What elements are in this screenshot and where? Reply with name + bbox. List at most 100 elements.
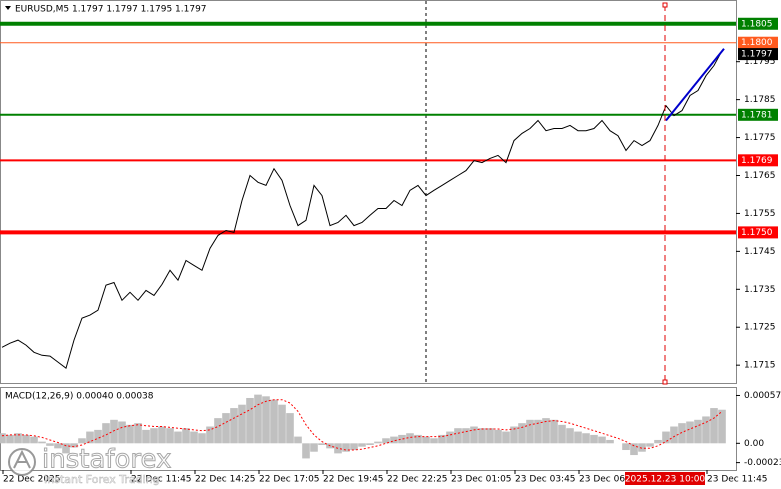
trend-line <box>665 48 725 122</box>
macd-bar <box>110 419 118 444</box>
y-tick-label: 1.1785 <box>744 95 776 105</box>
macd-bar <box>30 436 38 444</box>
macd-bar <box>582 433 590 444</box>
macd-bar <box>126 424 134 444</box>
macd-bar <box>118 421 126 444</box>
signal-line <box>1 399 723 451</box>
last-price-box <box>738 48 778 61</box>
macd-bar <box>502 431 510 444</box>
macd-bar <box>398 434 406 444</box>
chart-title: EURUSD,M5 1.1797 1.1797 1.1795 1.1797 <box>15 5 207 15</box>
macd-bar <box>630 443 638 456</box>
macd-bar <box>374 441 382 444</box>
macd-bar <box>350 443 358 451</box>
macd-bar <box>230 408 238 444</box>
macd-bar <box>158 426 166 444</box>
macd-bar <box>654 439 662 444</box>
level-label-box <box>738 17 778 30</box>
level-label-box <box>738 226 778 239</box>
macd-bar <box>150 428 158 444</box>
macd-bar <box>270 399 278 444</box>
x-tick-label: 23 Dec 03:45 <box>515 475 576 485</box>
macd-bar <box>78 438 86 444</box>
cursor-handle <box>662 2 668 8</box>
macd-bar <box>430 438 438 444</box>
y-tick-label: 1.1725 <box>744 323 776 333</box>
brand: instaforex <box>42 445 171 475</box>
macd-bar <box>166 428 174 444</box>
macd-bar <box>294 436 302 444</box>
macd-bar <box>694 419 702 444</box>
macd-bar <box>542 418 550 444</box>
y-tick-label: 1.1795 <box>744 57 776 67</box>
macd-bar <box>710 408 718 444</box>
x-tick-label: 22 Dec 17:05 <box>259 475 320 485</box>
macd-bar <box>638 443 646 452</box>
macd-bar <box>678 423 686 444</box>
macd-bar <box>318 443 326 445</box>
level-label: 1.1769 <box>741 156 773 166</box>
level-label: 1.1805 <box>741 19 773 29</box>
macd-bar <box>718 409 726 444</box>
macd-bar <box>646 443 654 447</box>
macd-bar <box>606 439 614 444</box>
x-tick-label: 23 Dec 11:45 <box>707 475 768 485</box>
macd-bar <box>662 431 670 444</box>
macd-bar <box>342 443 350 452</box>
macd-bar <box>286 413 294 444</box>
macd-bar <box>390 436 398 444</box>
macd-bar <box>14 433 22 444</box>
macd-bar <box>174 431 182 444</box>
macd-bar <box>566 428 574 444</box>
macd-bar <box>238 404 246 444</box>
macd-bar <box>486 428 494 444</box>
macd-bar <box>134 423 142 444</box>
macd-bar <box>462 428 470 444</box>
level-label: 1.1800 <box>741 38 773 48</box>
macd-bar <box>526 419 534 444</box>
level-label: 1.1750 <box>741 228 773 238</box>
macd-bar <box>414 434 422 444</box>
cursor-label: 2025.12.23 10:00 <box>625 475 706 485</box>
y-tick-label: 0.00 <box>744 439 764 449</box>
macd-bar <box>550 419 558 444</box>
macd-bar <box>310 443 318 452</box>
last-price-label: 1.1797 <box>741 50 773 60</box>
macd-bar <box>86 431 94 444</box>
macd-bar <box>62 443 70 454</box>
level-label-box <box>738 108 778 121</box>
price-line <box>1 50 723 370</box>
macd-bar <box>38 441 46 444</box>
macd-bar <box>382 438 390 444</box>
y-tick-label: -0.00023 <box>744 458 781 468</box>
macd-bar <box>70 443 78 448</box>
macd-title: MACD(12,26,9) 0.00040 0.00038 <box>5 392 154 402</box>
macd-bar <box>246 397 254 444</box>
y-tick-label: 1.1765 <box>744 171 776 181</box>
macd-bar <box>478 428 486 444</box>
macd-bar <box>518 423 526 444</box>
x-tick-label: 22 Dec 19:45 <box>323 475 384 485</box>
macd-bar <box>94 429 102 444</box>
logo-mark <box>13 449 31 469</box>
macd-bar <box>470 426 478 444</box>
macd-bar <box>254 394 262 444</box>
y-tick-label: 1.1735 <box>744 285 776 295</box>
macd-bar <box>622 443 630 451</box>
macd-bar <box>190 431 198 444</box>
macd-bar <box>22 434 30 444</box>
macd-bar <box>670 426 678 444</box>
watermark: instaforex Instant Forex Trading <box>8 444 172 486</box>
x-tick-label: 23 Dec 01:05 <box>451 475 512 485</box>
macd-bar <box>702 416 710 444</box>
macd-bar <box>302 443 310 459</box>
macd-bar <box>590 434 598 444</box>
cursor-label-box <box>625 472 705 485</box>
macd-bar <box>54 443 62 449</box>
macd-bar <box>142 429 150 444</box>
macd-bar <box>598 436 606 444</box>
tagline: Instant Forex Trading <box>44 473 160 486</box>
macd-bar <box>46 443 54 446</box>
macd-bar <box>358 443 366 447</box>
